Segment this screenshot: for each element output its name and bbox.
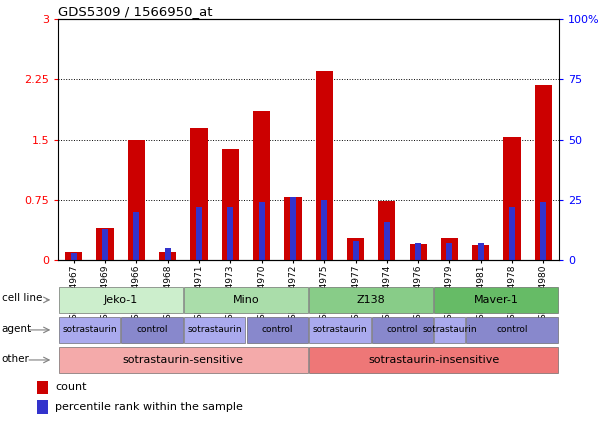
Bar — [258, 202, 265, 260]
Text: agent: agent — [2, 324, 32, 333]
Bar — [466, 317, 558, 343]
Bar — [321, 200, 327, 260]
Bar — [59, 287, 183, 313]
Bar — [71, 253, 77, 260]
Bar — [409, 244, 426, 260]
Bar — [472, 245, 489, 260]
Bar — [503, 137, 521, 260]
Bar — [196, 207, 202, 260]
Bar — [372, 317, 433, 343]
Bar — [227, 207, 233, 260]
Bar — [121, 317, 183, 343]
Bar — [128, 140, 145, 260]
Text: sotrastaurin-sensitive: sotrastaurin-sensitive — [123, 355, 244, 365]
Bar — [309, 347, 558, 373]
Text: other: other — [2, 354, 30, 363]
Text: sotrastaurin-insensitive: sotrastaurin-insensitive — [368, 355, 499, 365]
Text: Z138: Z138 — [357, 295, 386, 305]
Text: sotrastaurin: sotrastaurin — [188, 325, 242, 335]
Text: control: control — [136, 325, 168, 335]
Bar — [133, 212, 139, 260]
Bar — [535, 85, 552, 260]
Text: sotrastaurin: sotrastaurin — [313, 325, 367, 335]
Bar — [540, 202, 546, 260]
Bar — [447, 243, 453, 260]
Bar — [309, 317, 370, 343]
Bar — [509, 207, 515, 260]
Bar — [222, 149, 239, 260]
Bar — [37, 400, 48, 414]
Bar — [253, 112, 270, 260]
Bar — [284, 198, 301, 260]
Bar — [478, 243, 484, 260]
Text: GDS5309 / 1566950_at: GDS5309 / 1566950_at — [58, 5, 213, 18]
Text: Mino: Mino — [233, 295, 259, 305]
Bar — [37, 381, 48, 394]
Bar — [102, 229, 108, 260]
Text: sotrastaurin: sotrastaurin — [62, 325, 117, 335]
Text: control: control — [262, 325, 293, 335]
Text: count: count — [55, 382, 87, 393]
Bar — [159, 252, 176, 260]
Bar — [184, 287, 308, 313]
Bar — [309, 287, 433, 313]
Bar — [65, 252, 82, 260]
Bar — [97, 228, 114, 260]
Text: control: control — [387, 325, 419, 335]
Bar — [441, 238, 458, 260]
Bar — [316, 71, 333, 260]
Bar — [246, 317, 308, 343]
Bar — [378, 201, 395, 260]
Text: Maver-1: Maver-1 — [474, 295, 519, 305]
Text: percentile rank within the sample: percentile rank within the sample — [55, 402, 243, 412]
Text: sotrastaurin: sotrastaurin — [422, 325, 477, 335]
Bar — [164, 248, 170, 260]
Bar — [59, 347, 308, 373]
Bar — [384, 222, 390, 260]
Bar — [184, 317, 246, 343]
Text: cell line: cell line — [2, 294, 42, 303]
Bar — [59, 317, 120, 343]
Bar — [347, 239, 364, 260]
Bar — [290, 198, 296, 260]
Bar — [415, 243, 421, 260]
Bar — [191, 128, 208, 260]
Bar — [434, 287, 558, 313]
Text: control: control — [496, 325, 528, 335]
Bar — [353, 241, 359, 260]
Bar — [434, 317, 464, 343]
Text: Jeko-1: Jeko-1 — [103, 295, 138, 305]
